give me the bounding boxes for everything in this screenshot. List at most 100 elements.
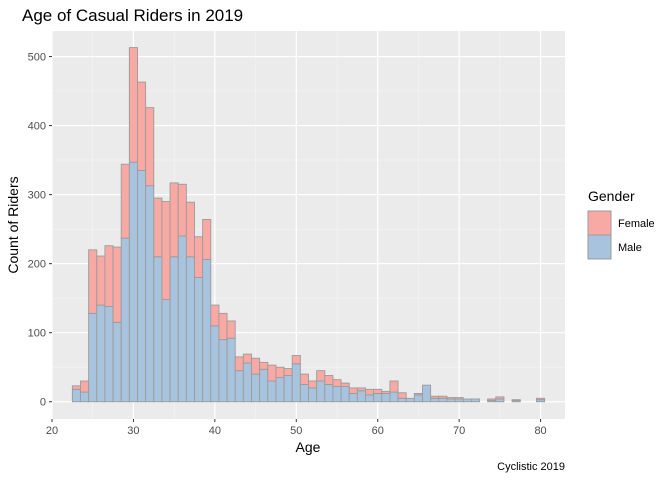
bar-female-age-69 — [446, 397, 456, 400]
bar-male-age-56 — [340, 386, 350, 403]
bar-male-age-35 — [169, 256, 179, 403]
bar-male-age-31 — [137, 170, 147, 403]
bar-male-age-57 — [348, 393, 358, 403]
bar-female-age-54 — [324, 375, 334, 385]
bar-female-age-63 — [397, 392, 407, 399]
bar-male-age-30 — [128, 161, 138, 403]
bar-female-age-70 — [454, 397, 464, 400]
legend-key-male — [587, 234, 612, 260]
bar-female-age-60 — [373, 388, 383, 394]
bar-female-age-26 — [96, 255, 106, 306]
bar-male-age-66 — [422, 384, 432, 403]
x-tick-label: 30 — [127, 425, 139, 437]
bar-male-age-33 — [153, 256, 163, 403]
bar-male-age-39 — [202, 259, 212, 403]
bar-male-age-54 — [324, 384, 334, 403]
bar-female-age-29 — [120, 163, 130, 239]
bar-male-age-28 — [112, 321, 122, 403]
legend-label-male: Male — [618, 242, 642, 254]
bar-male-age-46 — [259, 368, 269, 403]
chart-title: Age of Casual Riders in 2019 — [22, 6, 243, 25]
bar-female-age-49 — [283, 368, 293, 376]
x-tick-label: 50 — [290, 425, 302, 437]
bar-female-age-62 — [389, 380, 399, 393]
bar-female-age-33 — [153, 197, 163, 258]
bar-female-age-31 — [137, 81, 147, 171]
bar-female-age-53 — [316, 370, 326, 382]
bar-male-age-24 — [80, 391, 90, 403]
bar-female-age-23 — [71, 385, 81, 390]
bar-male-age-49 — [283, 375, 293, 403]
x-tick-label: 60 — [372, 425, 384, 437]
chart-caption: Cyclistic 2019 — [497, 461, 565, 473]
bar-male-age-45 — [251, 373, 261, 403]
bar-female-age-51 — [299, 373, 309, 385]
bar-male-age-37 — [185, 256, 195, 403]
bar-male-age-58 — [356, 390, 366, 403]
bar-female-age-45 — [251, 357, 261, 375]
bar-female-age-55 — [332, 379, 342, 388]
bar-male-age-67 — [430, 397, 440, 403]
y-tick-label: 100 — [28, 328, 46, 340]
bar-male-age-65 — [413, 394, 423, 403]
bar-male-age-40 — [210, 325, 220, 403]
x-tick-label: 80 — [534, 425, 546, 437]
bar-female-age-68 — [438, 395, 448, 399]
bar-female-age-32 — [145, 107, 155, 187]
bar-male-age-48 — [275, 377, 285, 403]
bar-male-age-23 — [71, 388, 81, 403]
bar-female-age-59 — [365, 388, 375, 396]
bar-male-age-38 — [194, 277, 204, 403]
bars-layer — [71, 47, 546, 403]
bar-female-age-61 — [381, 390, 391, 394]
bar-female-age-36 — [177, 183, 187, 237]
bar-female-age-35 — [169, 182, 179, 258]
bar-male-age-50 — [291, 363, 301, 403]
bar-male-age-52 — [308, 387, 318, 403]
bar-female-age-57 — [348, 387, 358, 394]
bar-female-age-34 — [161, 201, 171, 301]
bar-female-age-27 — [104, 245, 114, 307]
bar-male-age-41 — [218, 339, 228, 403]
y-tick-label: 500 — [28, 52, 46, 64]
x-tick-label: 70 — [453, 425, 465, 437]
bar-female-age-42 — [226, 320, 236, 339]
bar-female-age-74 — [487, 398, 497, 401]
legend-key-female — [587, 210, 612, 236]
bar-female-age-25 — [88, 249, 98, 314]
bar-male-age-59 — [365, 394, 375, 403]
bar-male-age-62 — [389, 391, 399, 403]
x-axis-title: Age — [296, 439, 321, 455]
bar-female-age-65 — [413, 393, 423, 396]
bar-male-age-29 — [120, 237, 130, 403]
bar-male-age-51 — [299, 384, 309, 403]
bar-female-age-37 — [185, 201, 195, 258]
bar-male-age-34 — [161, 299, 171, 403]
bar-male-age-64 — [405, 397, 415, 403]
bar-male-age-71 — [462, 398, 472, 403]
bar-female-age-47 — [267, 364, 277, 382]
x-tick-label: 40 — [209, 425, 221, 437]
x-axis: 20 30 40 50 60 70 80 — [46, 419, 547, 437]
bar-male-age-53 — [316, 380, 326, 403]
bar-male-age-68 — [438, 397, 448, 403]
bar-male-age-72 — [470, 398, 480, 403]
bar-male-age-25 — [88, 312, 98, 403]
bar-male-age-36 — [177, 235, 187, 403]
bar-female-age-67 — [430, 395, 440, 399]
bar-female-age-41 — [218, 312, 228, 341]
bar-female-age-48 — [275, 366, 285, 379]
bar-female-age-77 — [511, 399, 521, 401]
bar-female-age-40 — [210, 304, 220, 327]
bar-male-age-27 — [104, 306, 114, 403]
bar-male-age-60 — [373, 393, 383, 403]
y-tick-label: 300 — [28, 190, 46, 202]
y-axis: 0 100 200 300 400 500 — [28, 52, 52, 409]
legend-title: Gender — [588, 188, 635, 204]
bar-male-age-42 — [226, 337, 236, 403]
bar-female-age-58 — [356, 387, 366, 392]
bar-male-age-61 — [381, 393, 391, 403]
bar-female-age-75 — [495, 396, 505, 400]
y-tick-label: 400 — [28, 121, 46, 133]
